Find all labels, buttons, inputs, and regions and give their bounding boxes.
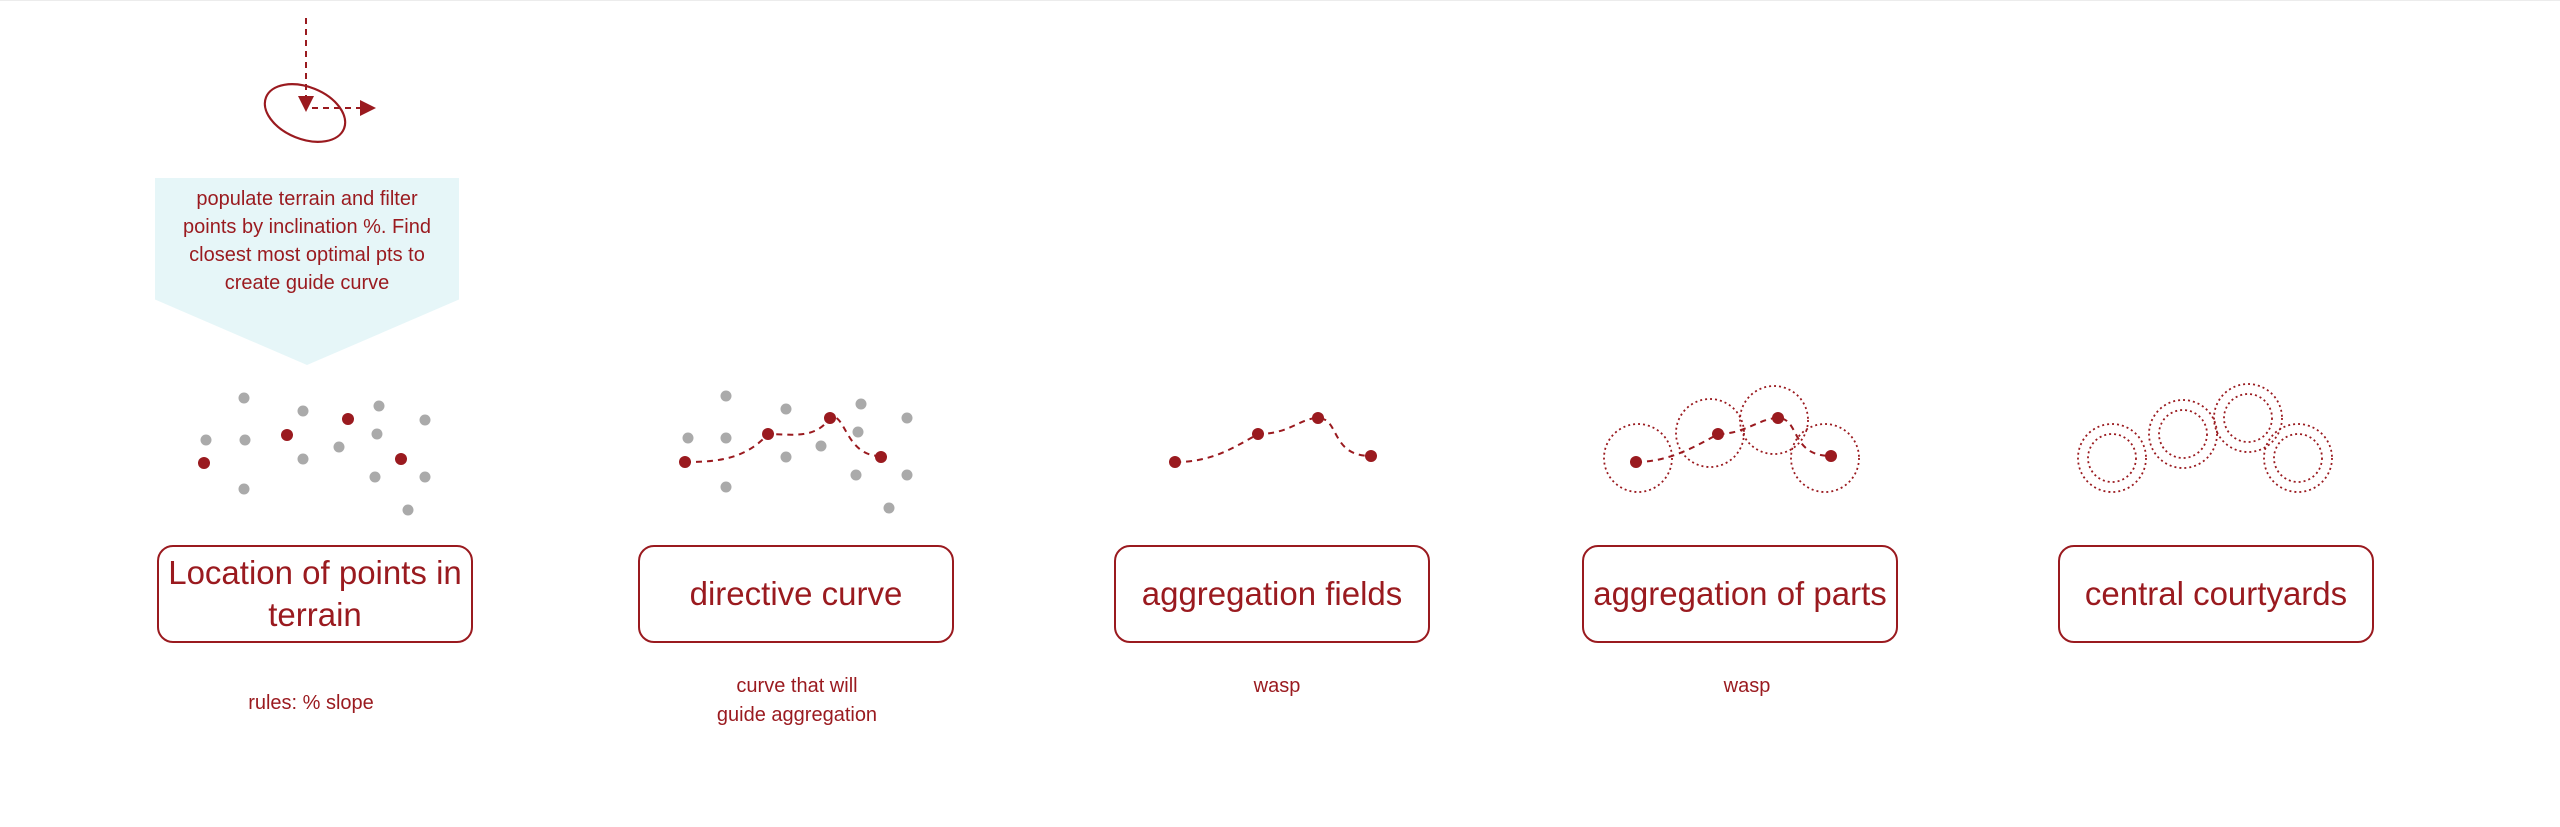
input-orbit-icon bbox=[263, 18, 376, 143]
stage-title-location-points: Location of points in terrain bbox=[168, 554, 462, 633]
stage-title-aggregation-parts: aggregation of parts bbox=[1593, 575, 1887, 612]
central-courtyards-illustration bbox=[2077, 383, 2333, 493]
callout-text: populate terrain and filter points by in… bbox=[183, 188, 431, 294]
stage-caption-aggregation-fields: wasp bbox=[1253, 675, 1301, 697]
stage-title-directive-curve: directive curve bbox=[689, 575, 903, 612]
aggregation-fields-illustration bbox=[1169, 412, 1377, 468]
stage-title-central-courtyards: central courtyards bbox=[2084, 575, 2348, 612]
aggregation-parts-illustration bbox=[1603, 385, 1860, 493]
stage-box-location-points: Location of points in terrain bbox=[157, 545, 473, 643]
stage-title-aggregation-fields: aggregation fields bbox=[1141, 575, 1403, 612]
stage-caption-directive-curve: curve that will guide aggregation bbox=[639, 672, 955, 730]
stage-box-directive-curve: directive curve bbox=[638, 545, 954, 643]
stage-caption-aggregation-parts: wasp bbox=[1723, 675, 1771, 697]
stage-box-central-courtyards: central courtyards bbox=[2058, 545, 2374, 643]
stage-box-aggregation-parts: aggregation of parts bbox=[1582, 545, 1898, 643]
top-divider bbox=[0, 0, 2560, 1]
caption-line: guide aggregation bbox=[716, 704, 878, 726]
directive-curve-illustration bbox=[679, 390, 913, 514]
terrain-points-illustration bbox=[198, 392, 431, 516]
caption-line: curve that will bbox=[736, 675, 858, 697]
stage-box-aggregation-fields: aggregation fields bbox=[1114, 545, 1430, 643]
stage-caption-location-points: rules: % slope bbox=[248, 692, 374, 714]
